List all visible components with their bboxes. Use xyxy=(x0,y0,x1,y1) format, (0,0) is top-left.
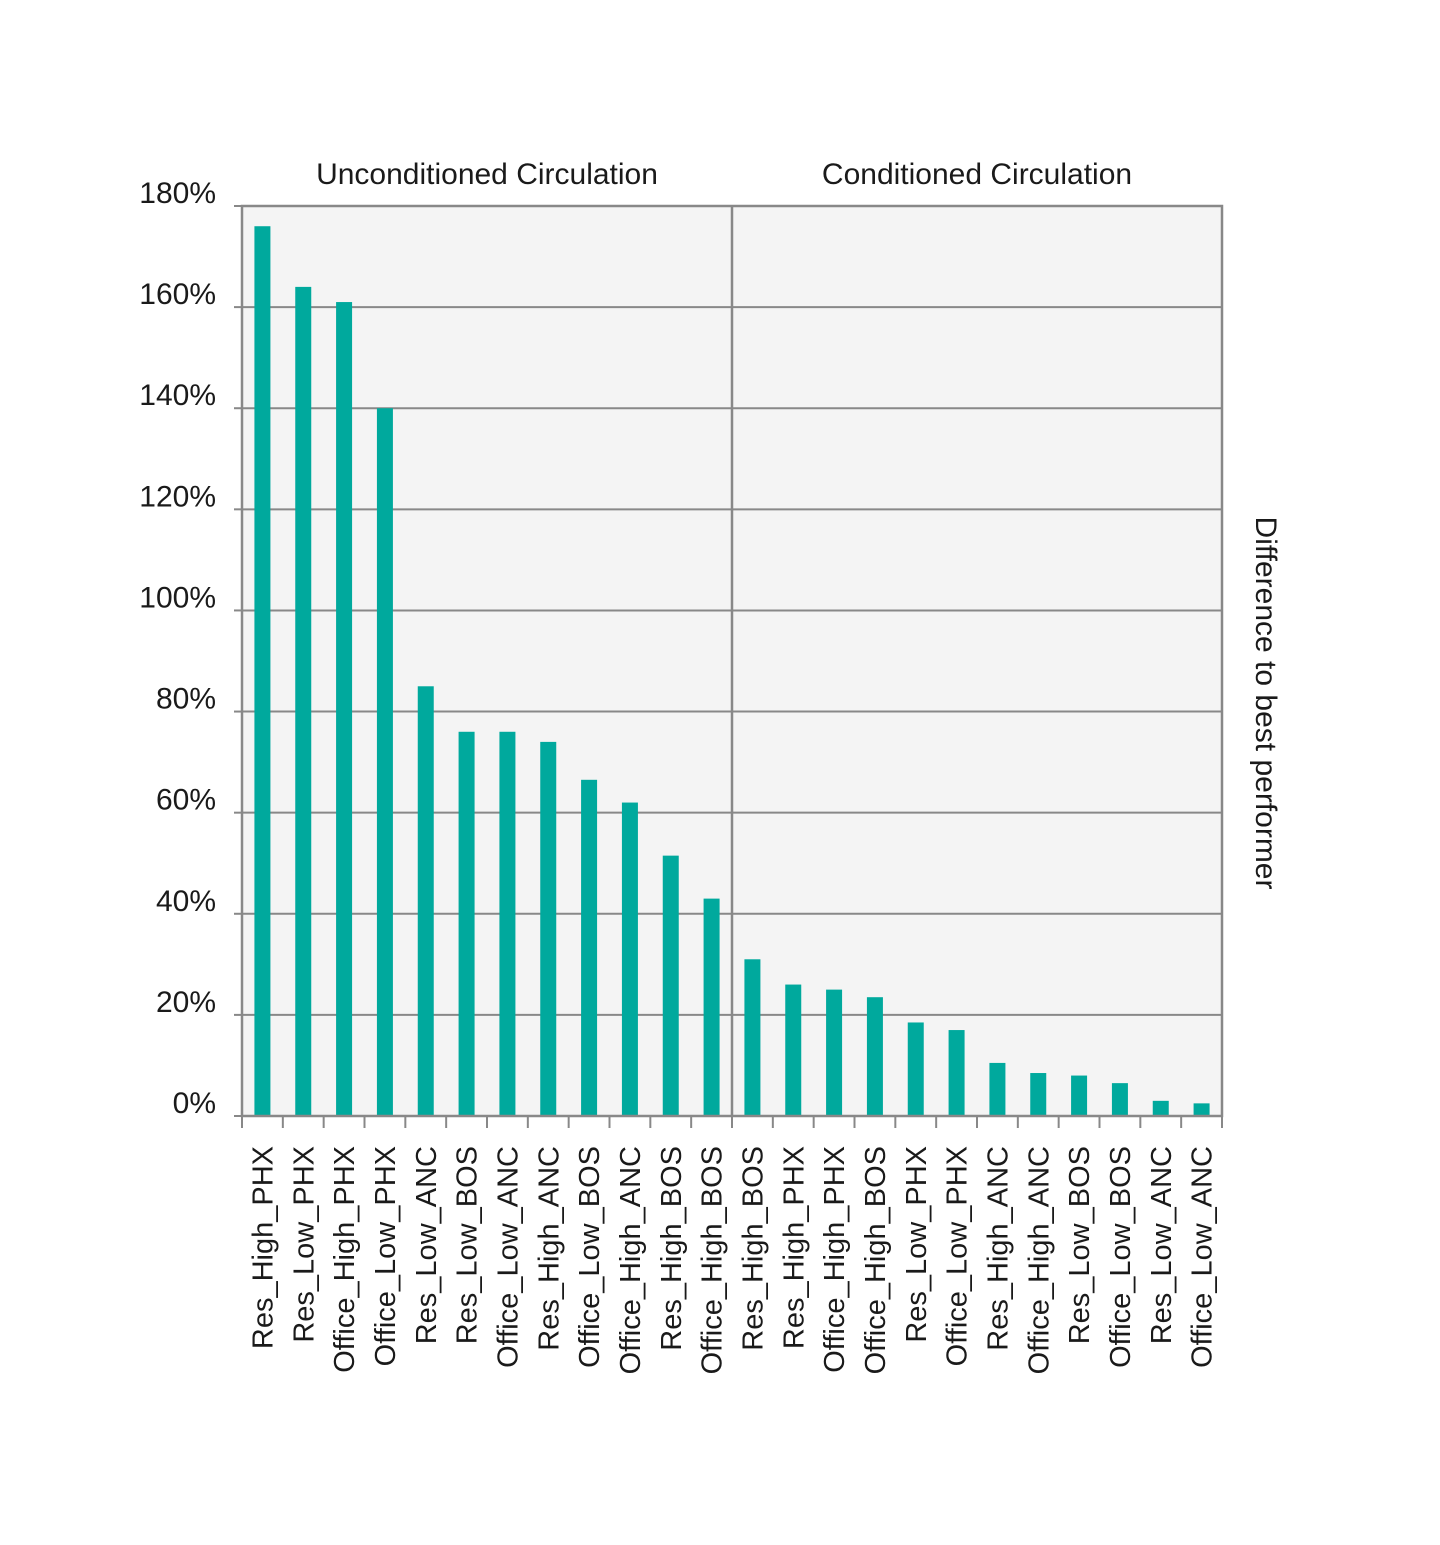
x-tick-label: Office_Low_ANC xyxy=(1187,1146,1219,1368)
bar xyxy=(581,779,598,1116)
y-axis-tick-labels: 0% 20% 40% 60% 80% 100% 120% 140% 160% 180% xyxy=(139,177,216,1120)
x-tick-label: Res_Low_BOS xyxy=(452,1146,484,1344)
x-tick-label: Res_High_PHX xyxy=(778,1146,810,1349)
bar xyxy=(295,286,312,1116)
x-tick-label: Res_Low_PHX xyxy=(288,1146,320,1343)
x-tick-label: Office_Low_BOS xyxy=(574,1146,606,1368)
x-tick-label: Res_High_BOS xyxy=(656,1146,688,1351)
bar xyxy=(907,1022,924,1116)
x-tick-label: Office_High_ANC xyxy=(615,1146,647,1374)
bar xyxy=(662,855,679,1116)
plot-frame xyxy=(240,204,1224,1128)
bar xyxy=(1030,1073,1047,1116)
x-tick-label: Res_High_ANC xyxy=(533,1146,565,1351)
bar xyxy=(621,802,638,1116)
bar xyxy=(1071,1075,1088,1116)
x-tick-label: Office_High_PHX xyxy=(819,1146,851,1373)
bar xyxy=(458,731,475,1116)
x-tick-label: Res_Low_PHX xyxy=(901,1146,933,1343)
bar xyxy=(703,898,720,1116)
bar xyxy=(417,686,434,1116)
bar xyxy=(744,959,761,1116)
x-tick-label: Res_Low_BOS xyxy=(1064,1146,1096,1344)
y-tick-label: 0% xyxy=(173,1087,216,1120)
x-tick-label: Office_High_ANC xyxy=(1023,1146,1055,1374)
y-tick-label: 60% xyxy=(156,784,216,817)
y-tick-label: 40% xyxy=(156,885,216,918)
x-tick-label: Res_High_PHX xyxy=(247,1146,279,1349)
x-tick-label: Res_High_BOS xyxy=(737,1146,769,1351)
x-tick-label: Office_High_BOS xyxy=(697,1146,729,1374)
bar xyxy=(376,408,393,1116)
y-tick-label: 20% xyxy=(156,986,216,1019)
bars xyxy=(254,226,1210,1116)
y-tick-label: 180% xyxy=(139,177,216,210)
y-tick-label: 80% xyxy=(156,683,216,716)
group-title: Conditioned Circulation xyxy=(822,158,1132,191)
x-tick-label: Res_Low_ANC xyxy=(1146,1146,1178,1344)
bar xyxy=(1193,1103,1210,1116)
x-tick-label: Office_High_PHX xyxy=(329,1146,361,1373)
bar xyxy=(866,997,883,1116)
y-tick-label: 140% xyxy=(139,379,216,412)
x-tick-label: Res_Low_ANC xyxy=(411,1146,443,1344)
x-tick-label: Office_High_BOS xyxy=(860,1146,892,1374)
bar xyxy=(1111,1083,1128,1116)
group-title: Unconditioned Circulation xyxy=(316,158,658,191)
bar xyxy=(826,989,843,1116)
x-tick-label: Office_Low_PHX xyxy=(942,1146,974,1366)
y-tick-label: 120% xyxy=(139,480,216,513)
x-tick-label: Res_High_ANC xyxy=(982,1146,1014,1351)
bar xyxy=(989,1062,1006,1116)
x-tick-label: Office_Low_BOS xyxy=(1105,1146,1137,1368)
bar xyxy=(540,741,557,1116)
group-titles: Unconditioned Circulation Conditioned Cir… xyxy=(316,158,1132,191)
x-axis-tick-labels: Res_High_PHX Res_Low_PHX Office_High_PHX Of… xyxy=(247,1146,1218,1374)
bar xyxy=(254,226,271,1116)
bar xyxy=(336,302,353,1116)
y-tick-label: 160% xyxy=(139,278,216,311)
bar xyxy=(1152,1100,1169,1116)
plot-border xyxy=(240,204,1224,1118)
y-tick-label: 100% xyxy=(139,581,216,614)
y-axis-label: Difference to best performer xyxy=(1249,517,1282,890)
x-tick-label: Office_Low_PHX xyxy=(370,1146,402,1366)
bar xyxy=(499,731,516,1116)
bar xyxy=(948,1030,965,1116)
x-tick-label: Office_Low_ANC xyxy=(492,1146,524,1368)
bar xyxy=(785,984,802,1116)
